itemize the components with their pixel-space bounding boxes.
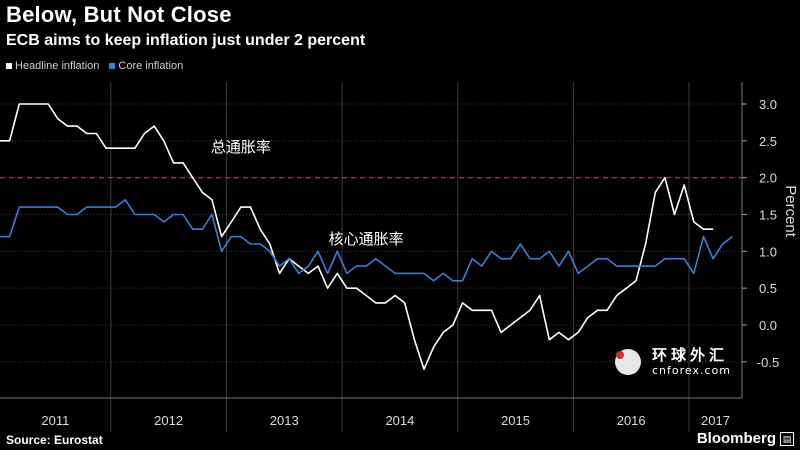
watermark-title: 环球外汇 (652, 346, 728, 364)
x-tick-label: 2013 (270, 413, 299, 428)
chart-legend: Headline inflation Core inflation (6, 60, 183, 72)
x-tick-label: 2015 (501, 413, 530, 428)
legend-label-headline: Headline inflation (15, 60, 100, 72)
y-tick-label: 1.0 (759, 244, 777, 259)
watermark-dot-icon (616, 351, 624, 359)
watermark-url: cnforex.com (652, 364, 731, 377)
y-tick-label: 2.0 (759, 171, 777, 186)
legend-item-core: Core inflation (109, 60, 183, 72)
legend-label-core: Core inflation (118, 60, 184, 72)
y-tick-label: 0.0 (759, 318, 777, 333)
legend-swatch-headline (6, 63, 12, 69)
headline-inflation-line (0, 103, 714, 370)
y-tick-label: 0.5 (759, 281, 777, 296)
brand-logo: Bloomberg ▤ (697, 430, 794, 447)
x-tick-label: 2012 (154, 413, 183, 428)
y-tick-label: 2.5 (759, 134, 777, 149)
chart-title: Below, But Not Close (6, 2, 232, 27)
y-tick-label: 1.5 (759, 208, 777, 223)
legend-item-headline: Headline inflation (6, 60, 99, 72)
x-tick-label: 2014 (385, 413, 414, 428)
x-tick-label: 2017 (701, 413, 730, 428)
annotation-label: 核心通胀率 (329, 230, 404, 248)
legend-swatch-core (109, 63, 116, 69)
bloomberg-logo-icon: ▤ (780, 431, 794, 446)
y-tick-label: -0.5 (757, 355, 779, 370)
annotation-label: 总通胀率 (211, 138, 271, 156)
y-tick-label: 3.0 (759, 97, 777, 112)
source-note: Source: Eurostat (6, 433, 103, 447)
core-inflation-line (0, 199, 733, 282)
chart-subtitle: ECB aims to keep inflation just under 2 … (6, 32, 366, 49)
brand-name: Bloomberg (696, 430, 776, 447)
y-axis-label: Percent (782, 185, 799, 238)
x-tick-label: 2016 (617, 413, 646, 428)
x-tick-label: 2011 (41, 413, 69, 428)
